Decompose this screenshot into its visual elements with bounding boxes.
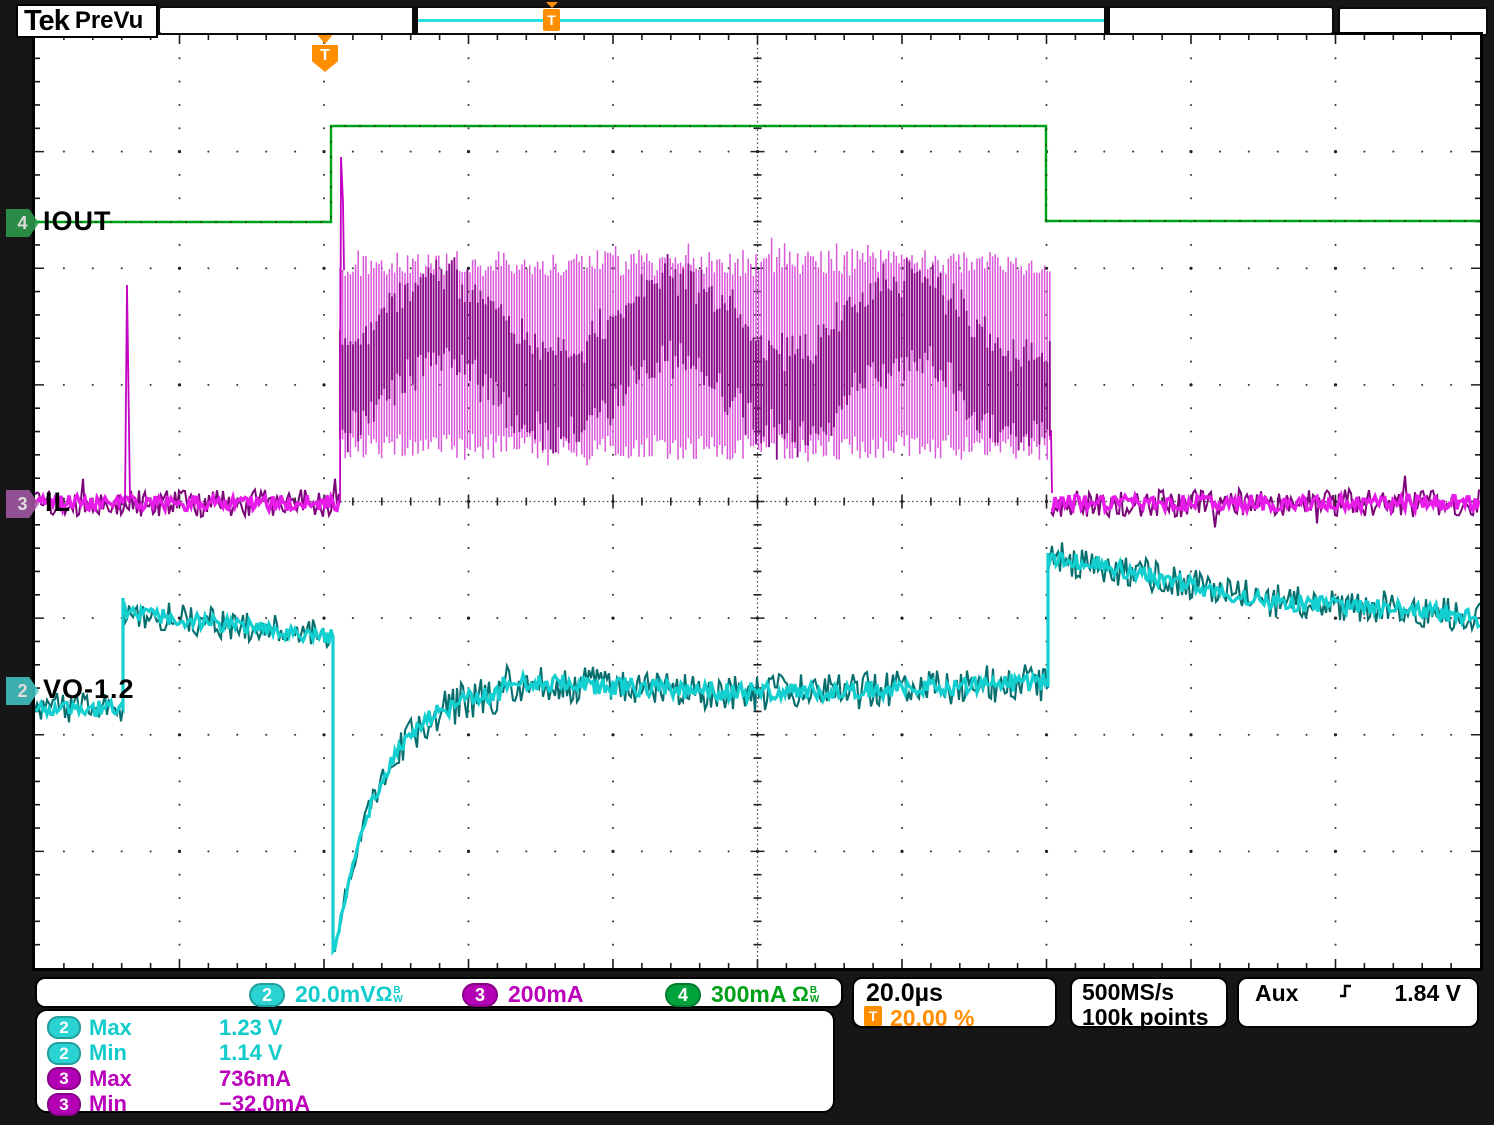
channel-badge: 3 xyxy=(47,1067,81,1090)
acquisition-mode-label: PreVu xyxy=(74,7,144,34)
channel-scale-value: 200mA xyxy=(508,981,584,1007)
record-window-line xyxy=(418,19,1105,22)
title-box: Tek PreVu xyxy=(16,4,158,38)
measurement-name: Min xyxy=(89,1040,127,1065)
measurement-name: Min xyxy=(89,1091,127,1116)
impedance-symbol: Ω xyxy=(791,982,809,1006)
trigger-flag-icon: T xyxy=(864,1006,882,1026)
measurement-name: Max xyxy=(89,1014,132,1040)
measurement-panel: 2 Max 1.23 V 2 Min 1.14 V 3 Max 736mA 3 … xyxy=(35,1009,835,1116)
rising-edge-icon xyxy=(1338,981,1354,1006)
channel2-label: VO-1.2 xyxy=(43,674,135,704)
acquisition-readout[interactable]: 500MS/s 100k points xyxy=(1070,977,1228,1030)
measurement-row: 3 Min −32.0mA xyxy=(47,1091,833,1117)
trigger-source: Aux xyxy=(1255,980,1299,1006)
trigger-position-percent: 20.00 % xyxy=(890,1005,975,1031)
sample-rate: 500MS/s xyxy=(1082,979,1175,1005)
channel-scale-value: 20.0mV xyxy=(295,981,376,1007)
trigger-readout[interactable]: Aux 1.84 V xyxy=(1237,977,1479,1028)
channel-badge: 2 xyxy=(47,1016,81,1039)
measurement-row: 2 Min 1.14 V xyxy=(47,1040,833,1066)
channel-badge[interactable]: 3 xyxy=(462,982,498,1007)
timebase-value: 20.0µs xyxy=(866,979,943,1007)
channel-scale-group[interactable]: 3 200mA xyxy=(462,981,583,1008)
channel-scale-value: 300mA xyxy=(711,981,792,1007)
timebase-readout[interactable]: 20.0µs T 20.00 % xyxy=(852,977,1057,1031)
waveform-canvas xyxy=(35,35,1480,968)
measurement-name: Max xyxy=(89,1065,132,1091)
channel4-label: IOUT xyxy=(43,206,112,236)
impedance-symbol: Ω xyxy=(375,982,393,1006)
graticule: T IOUT IL VO-1.2 xyxy=(32,31,1483,971)
measurement-row: 2 Max 1.23 V xyxy=(47,1015,833,1040)
trigger-position-marker-icon[interactable]: T xyxy=(543,2,560,31)
channel-badge: 3 xyxy=(47,1092,81,1116)
measurement-row: 3 Max 736mA xyxy=(47,1066,833,1091)
channel-badge: 2 xyxy=(47,1041,81,1065)
channel-badge[interactable]: 2 xyxy=(249,982,285,1007)
measurement-value: 1.23 V xyxy=(219,1014,283,1040)
window-bracket-left[interactable] xyxy=(412,8,418,33)
measurement-value: −32.0mA xyxy=(219,1091,311,1116)
channel-badge[interactable]: 4 xyxy=(665,982,701,1007)
channel3-label: IL xyxy=(45,487,71,517)
tek-logo: Tek xyxy=(24,4,70,37)
record-length: 100k points xyxy=(1082,1004,1209,1030)
measurement-value: 736mA xyxy=(219,1065,292,1091)
trigger-level: 1.84 V xyxy=(1394,980,1461,1006)
window-bracket-right[interactable] xyxy=(1104,8,1110,33)
measurement-value: 1.14 V xyxy=(219,1040,283,1065)
record-view-bar[interactable]: T xyxy=(158,2,1334,35)
